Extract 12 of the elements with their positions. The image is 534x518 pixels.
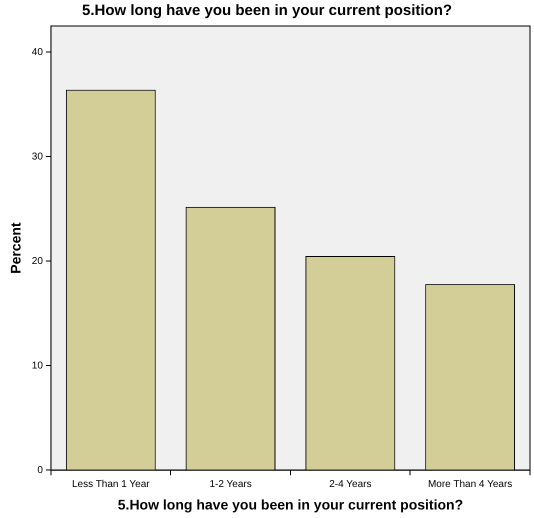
y-tick-label: 20 — [32, 256, 44, 267]
y-tick-label: 30 — [32, 151, 44, 162]
y-axis-title: Percent — [7, 222, 24, 274]
x-tick-label: 1-2 Years — [209, 478, 252, 490]
y-tick-label: 40 — [32, 46, 44, 58]
x-axis-title: 5.How long have you been in your current position? — [118, 496, 464, 512]
x-tick-label: Less Than 1 Year — [72, 478, 150, 490]
x-tick-label: 2-4 Years — [329, 478, 372, 490]
y-tick-label: 10 — [32, 360, 44, 372]
y-tick-label: 0 — [37, 464, 44, 476]
chart-title: 5.How long have you been in your current position? — [82, 2, 452, 20]
x-tick-label: More Than 4 Years — [428, 478, 512, 490]
